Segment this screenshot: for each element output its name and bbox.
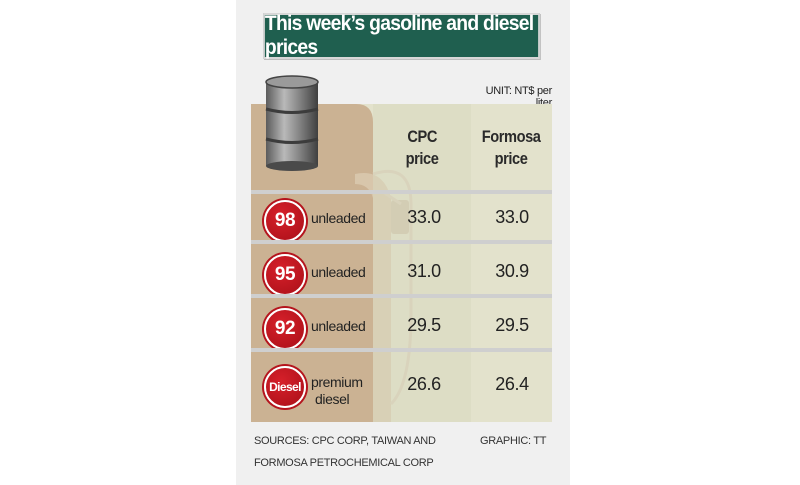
cpc-column-bg bbox=[373, 104, 471, 422]
row-separator bbox=[251, 240, 552, 244]
formosa-price-98: 33.0 bbox=[495, 207, 529, 227]
badge-diesel: Diesel bbox=[264, 366, 306, 408]
formosa-price-95: 30.9 bbox=[495, 261, 529, 281]
grade-line: premium bbox=[311, 374, 363, 390]
graphic-credit: GRAPHIC: TT bbox=[480, 435, 547, 447]
grade-label: unleaded bbox=[311, 210, 366, 226]
table-row-diesel: Diesel premium diesel 26.6 26.4 bbox=[251, 356, 552, 422]
badge-98: 98 bbox=[264, 200, 306, 242]
badge-92: 92 bbox=[264, 308, 306, 350]
table-row-95: 95 unleaded 31.0 30.9 bbox=[251, 248, 552, 298]
oil-barrel-icon bbox=[265, 75, 319, 171]
cpc-price-diesel: 26.6 bbox=[407, 374, 441, 394]
chart-title: This week’s gasoline and diesel prices bbox=[263, 12, 540, 59]
badge-92-label: 92 bbox=[274, 318, 296, 339]
cpc-price-92: 29.5 bbox=[407, 315, 441, 335]
badge-98-label: 98 bbox=[274, 210, 296, 231]
grade-label-diesel: premium diesel bbox=[311, 374, 363, 408]
cpc-price-98: 33.0 bbox=[407, 207, 441, 227]
grade-label: unleaded bbox=[311, 318, 366, 334]
column-header-cpc-line1: CPC bbox=[407, 126, 437, 146]
chart-title-text: This week’s gasoline and diesel prices bbox=[264, 12, 534, 59]
badge-diesel-label: Diesel bbox=[269, 380, 301, 394]
formosa-price-diesel: 26.4 bbox=[495, 374, 529, 394]
badge-95: 95 bbox=[264, 254, 306, 296]
badge-95-label: 95 bbox=[274, 264, 296, 285]
row-separator bbox=[251, 294, 552, 298]
grade-label: unleaded bbox=[311, 264, 366, 280]
cpc-price-95: 31.0 bbox=[407, 261, 441, 281]
column-header-cpc: CPC price bbox=[373, 104, 471, 191]
column-header-cpc-line2: price bbox=[405, 148, 439, 168]
grade-line: diesel bbox=[315, 391, 350, 407]
sources-note: SOURCES: CPC CORP, TAIWAN AND FORMOSA PE… bbox=[254, 430, 436, 474]
table-row-98: 98 unleaded 33.0 33.0 bbox=[251, 194, 552, 244]
header-separator bbox=[251, 190, 552, 194]
row-separator bbox=[251, 348, 552, 352]
sources-line: FORMOSA PETROCHEMICAL CORP bbox=[254, 457, 434, 469]
formosa-price-92: 29.5 bbox=[495, 315, 529, 335]
column-header-formosa-line2: price bbox=[495, 148, 528, 168]
column-header-formosa: Formosa price bbox=[471, 104, 552, 191]
sources-line: SOURCES: CPC CORP, TAIWAN AND bbox=[254, 435, 436, 447]
column-header-formosa-line1: Formosa bbox=[482, 126, 541, 146]
table-row-92: 92 unleaded 29.5 29.5 bbox=[251, 302, 552, 352]
